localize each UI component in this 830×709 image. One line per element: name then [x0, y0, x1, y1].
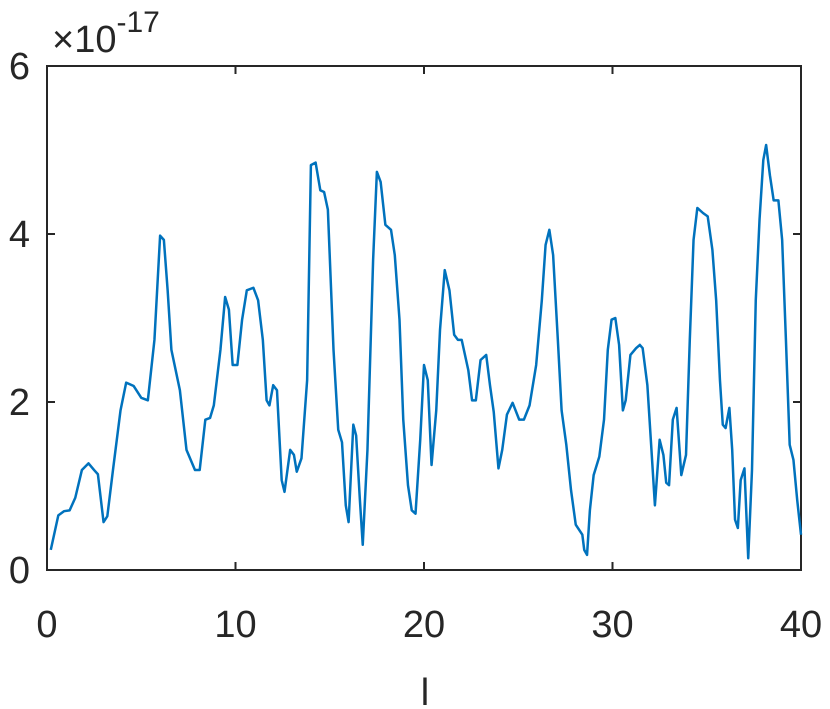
x-tick-label: 40	[780, 604, 822, 646]
y-multiplier-base: ×10	[52, 19, 116, 61]
y-tick-label: 2	[9, 382, 30, 424]
x-axis-label: l	[421, 672, 429, 709]
axes-box	[46, 65, 802, 571]
y-tick-label: 6	[9, 46, 30, 88]
data-line	[49, 143, 803, 560]
x-tick-label: 0	[36, 604, 57, 646]
y-tick-label: 4	[9, 214, 30, 256]
x-tick-label: 30	[591, 604, 633, 646]
y-multiplier-exponent: -17	[116, 6, 159, 39]
x-tick-label: 20	[403, 604, 445, 646]
x-tick-label: 10	[214, 604, 256, 646]
y-multiplier: ×10-17	[52, 6, 160, 61]
y-tick-label: 0	[9, 550, 30, 592]
